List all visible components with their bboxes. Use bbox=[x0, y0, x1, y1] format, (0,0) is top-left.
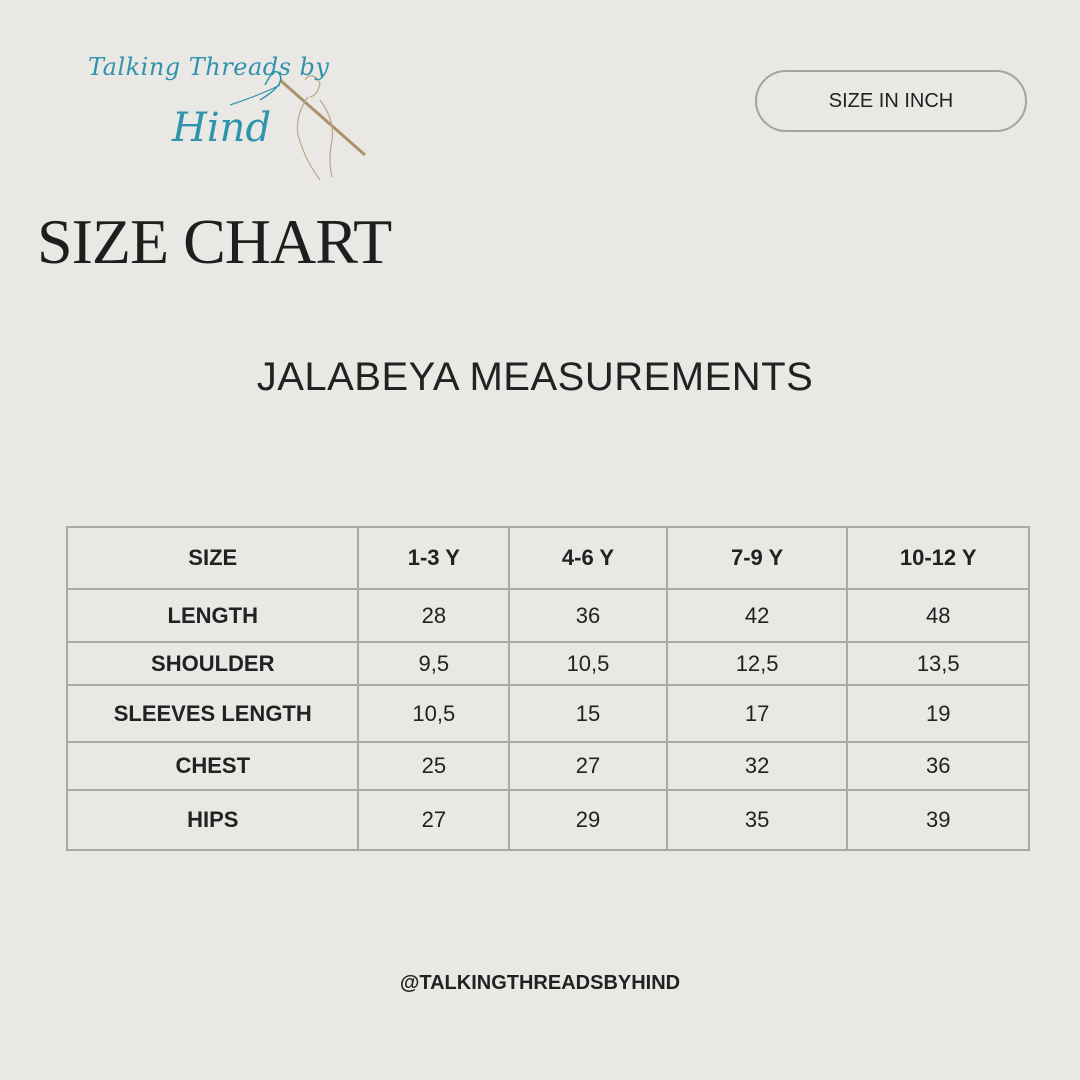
table-row: HIPS 27 29 35 39 bbox=[65, 789, 1030, 851]
table-cell: 36 bbox=[508, 588, 668, 643]
table-cell: 12,5 bbox=[665, 641, 849, 686]
table-row: SHOULDER 9,5 10,5 12,5 13,5 bbox=[65, 641, 1030, 686]
row-label: SHOULDER bbox=[65, 641, 360, 686]
column-header: 1-3 Y bbox=[357, 526, 511, 590]
size-table: SIZE 1-3 Y 4-6 Y 7-9 Y 10-12 Y LENGTH 28… bbox=[65, 526, 1030, 851]
table-cell: 27 bbox=[508, 741, 668, 791]
row-label: CHEST bbox=[65, 741, 360, 791]
table-cell: 17 bbox=[665, 684, 849, 743]
needle-figure-icon bbox=[229, 70, 366, 181]
size-unit-button[interactable]: SIZE IN INCH bbox=[755, 70, 1027, 132]
table-row: LENGTH 28 36 42 48 bbox=[65, 588, 1030, 643]
table-cell: 10,5 bbox=[508, 641, 668, 686]
social-handle: @TALKINGTHREADSBYHIND bbox=[399, 972, 681, 994]
row-label: LENGTH bbox=[65, 588, 360, 643]
table-row: SLEEVES LENGTH 10,5 15 17 19 bbox=[65, 684, 1030, 743]
table-cell: 28 bbox=[357, 588, 511, 643]
table-cell: 48 bbox=[846, 588, 1030, 643]
table-header-row: SIZE 1-3 Y 4-6 Y 7-9 Y 10-12 Y bbox=[65, 526, 1030, 590]
table-cell: 27 bbox=[357, 789, 511, 851]
table-cell: 13,5 bbox=[846, 641, 1030, 686]
table-cell: 42 bbox=[665, 588, 849, 643]
table-cell: 25 bbox=[357, 741, 511, 791]
table-cell: 35 bbox=[665, 789, 849, 851]
table-cell: 29 bbox=[508, 789, 668, 851]
table-cell: 19 bbox=[846, 684, 1030, 743]
column-header: 7-9 Y bbox=[665, 526, 849, 590]
column-header: 4-6 Y bbox=[508, 526, 668, 590]
table-cell: 36 bbox=[846, 741, 1030, 791]
page-subtitle: JALABEYA MEASUREMENTS bbox=[256, 355, 814, 399]
table-cell: 32 bbox=[665, 741, 849, 791]
table-cell: 9,5 bbox=[357, 641, 511, 686]
column-header: 10-12 Y bbox=[846, 526, 1030, 590]
column-header: SIZE bbox=[65, 526, 360, 590]
table-cell: 15 bbox=[508, 684, 668, 743]
page-title: SIZE CHART bbox=[37, 206, 392, 277]
table-cell: 10,5 bbox=[357, 684, 511, 743]
table-row: CHEST 25 27 32 36 bbox=[65, 741, 1030, 791]
table-cell: 39 bbox=[846, 789, 1030, 851]
logo-text-line2: Hind bbox=[172, 105, 272, 151]
row-label: HIPS bbox=[65, 789, 360, 851]
logo-text-line1: Talking Threads by bbox=[88, 53, 330, 81]
row-label: SLEEVES LENGTH bbox=[65, 684, 360, 743]
brand-logo: Talking Threads by Hind bbox=[80, 45, 380, 185]
